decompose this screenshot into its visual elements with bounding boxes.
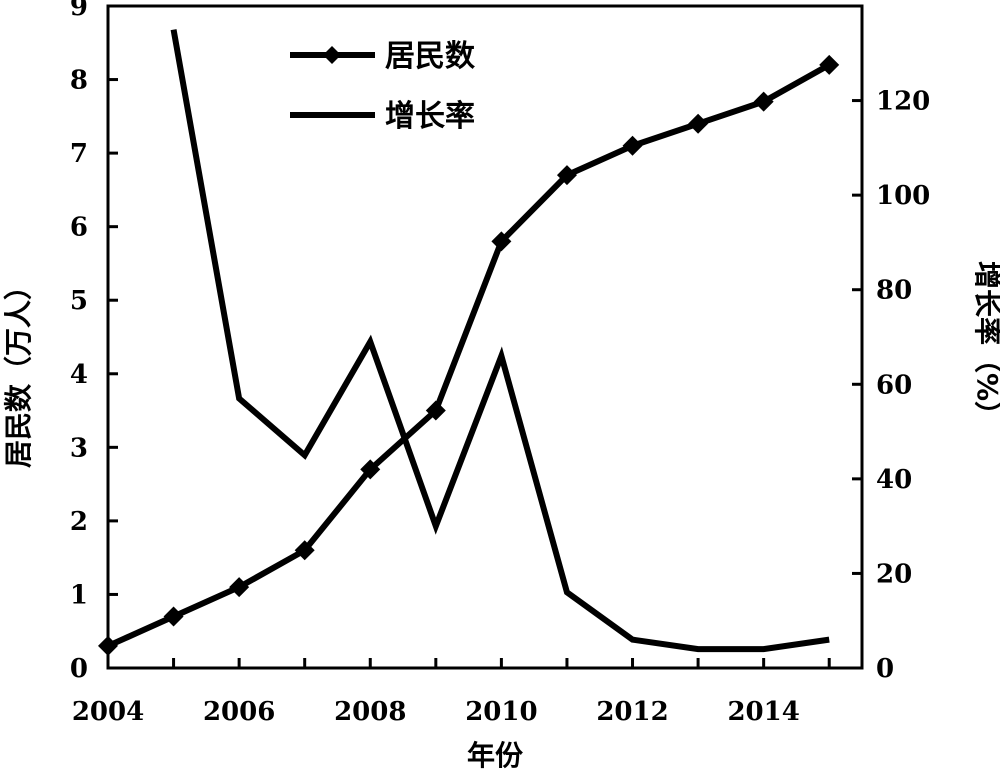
data-point-residents [622, 135, 643, 156]
left-y-tick-label: 2 [70, 507, 88, 537]
right-y-axis: 0 20 40 60 80 100 120 [852, 87, 930, 684]
left-y-tick-label: 8 [70, 66, 88, 96]
data-point-residents [98, 635, 118, 656]
x-axis-title: 年份 [467, 739, 523, 772]
left-y-tick-label: 6 [70, 213, 88, 243]
x-axis: 2004 2006 2008 2010 2012 2014 [72, 658, 831, 727]
legend-marker-diamond [323, 46, 341, 64]
x-tick-label: 2012 [596, 697, 668, 727]
plot-frame [106, 4, 864, 670]
left-y-tick-label: 0 [70, 654, 88, 684]
x-tick-label: 2008 [334, 697, 406, 727]
left-y-axis-title: 居民数（万人） [2, 272, 35, 468]
series-layer [98, 29, 840, 656]
data-point-residents [360, 459, 381, 480]
left-y-axis: 0 1 2 3 4 5 6 7 8 9 [70, 0, 118, 684]
series-line-residents [106, 62, 831, 649]
data-point-residents [819, 54, 840, 75]
x-tick-label: 2004 [72, 697, 144, 727]
right-y-tick-label: 40 [876, 465, 912, 495]
right-y-axis-title: 增长率（%） [971, 261, 1000, 429]
legend-label-residents: 居民数 [385, 39, 476, 74]
data-point-residents [556, 165, 577, 186]
data-point-residents [294, 540, 315, 561]
data-point-residents [688, 113, 709, 134]
x-tick-label: 2014 [727, 697, 799, 727]
right-y-tick-label: 20 [876, 559, 912, 589]
legend-label-growth: 增长率 [385, 99, 475, 134]
data-point-residents [491, 231, 512, 252]
left-y-tick-label: 4 [70, 360, 88, 390]
legend: 居民数 增长率 [290, 39, 476, 134]
data-point-residents [163, 606, 184, 627]
series-line-growth [170, 29, 830, 653]
data-point-residents [753, 91, 774, 112]
left-y-tick-label: 7 [70, 139, 88, 169]
x-tick-label: 2010 [465, 697, 537, 727]
data-point-residents [425, 400, 446, 421]
left-y-tick-label: 1 [70, 580, 88, 610]
right-y-tick-label: 100 [876, 181, 930, 211]
left-y-tick-label: 5 [70, 286, 88, 316]
right-y-tick-label: 0 [876, 654, 894, 684]
right-y-tick-label: 80 [876, 276, 912, 306]
left-y-tick-label: 3 [70, 433, 88, 463]
x-tick-label: 2006 [203, 697, 275, 727]
plot-border [106, 4, 864, 670]
right-y-tick-label: 60 [876, 370, 912, 400]
left-y-tick-label: 9 [70, 0, 88, 22]
right-y-tick-label: 120 [876, 87, 930, 117]
data-point-residents [229, 577, 250, 598]
